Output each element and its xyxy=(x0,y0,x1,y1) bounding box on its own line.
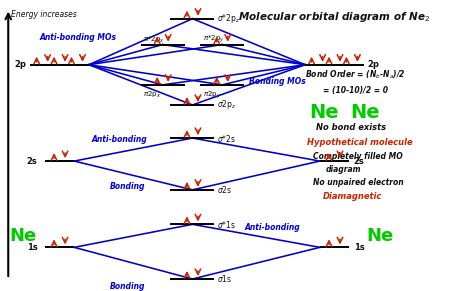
Text: Ne: Ne xyxy=(310,103,339,122)
Text: diagram: diagram xyxy=(325,165,361,174)
Text: $\sigma$2s: $\sigma$2s xyxy=(217,184,232,195)
Text: Ne: Ne xyxy=(351,103,380,122)
Text: Completely filled MO: Completely filled MO xyxy=(313,152,403,161)
Text: $\sigma$*1s: $\sigma$*1s xyxy=(217,219,236,230)
Text: No unpaired electron: No unpaired electron xyxy=(313,178,403,187)
Text: 1s: 1s xyxy=(27,243,37,252)
Text: $\pi$*2p$_x$: $\pi$*2p$_x$ xyxy=(143,34,164,45)
Text: $\pi$*2p$_y$: $\pi$*2p$_y$ xyxy=(202,34,224,45)
Text: Diamagnetic: Diamagnetic xyxy=(323,192,383,201)
Text: Bond Order = (N$_b$-N$_a$)/2: Bond Order = (N$_b$-N$_a$)/2 xyxy=(305,69,405,81)
Text: 2s: 2s xyxy=(354,157,365,166)
Text: Molecular orbital diagram of Ne$_2$: Molecular orbital diagram of Ne$_2$ xyxy=(238,10,430,24)
Text: Hypothetical molecule: Hypothetical molecule xyxy=(307,138,413,147)
Text: Anti-bonding: Anti-bonding xyxy=(91,135,147,144)
Text: = (10-10)/2 = 0: = (10-10)/2 = 0 xyxy=(323,86,388,95)
Text: Bonding: Bonding xyxy=(110,282,146,291)
Text: Bonding: Bonding xyxy=(110,182,146,191)
Text: Ne: Ne xyxy=(366,227,394,245)
Text: Anti-bonding: Anti-bonding xyxy=(244,223,300,232)
Text: Ne: Ne xyxy=(9,227,36,245)
Text: $\sigma$*2s: $\sigma$*2s xyxy=(217,133,236,143)
Text: Energy increases: Energy increases xyxy=(11,10,77,19)
Text: $\pi$2p$_x$: $\pi$2p$_x$ xyxy=(143,90,161,100)
Text: 1s: 1s xyxy=(354,243,365,252)
Text: 2p: 2p xyxy=(367,60,379,69)
Text: $\sigma$1s: $\sigma$1s xyxy=(217,274,232,285)
Text: No bond exists: No bond exists xyxy=(316,123,386,132)
Text: Anti-bonding MOs: Anti-bonding MOs xyxy=(40,33,117,42)
Text: Bonding MOs: Bonding MOs xyxy=(249,77,306,86)
Text: $\sigma$2p$_z$: $\sigma$2p$_z$ xyxy=(217,98,236,111)
Text: $\pi$2p$_y$: $\pi$2p$_y$ xyxy=(202,89,221,101)
Text: $\sigma$*2p$_z$: $\sigma$*2p$_z$ xyxy=(217,12,240,25)
Text: 2s: 2s xyxy=(27,157,37,166)
Text: 2p: 2p xyxy=(14,60,26,69)
